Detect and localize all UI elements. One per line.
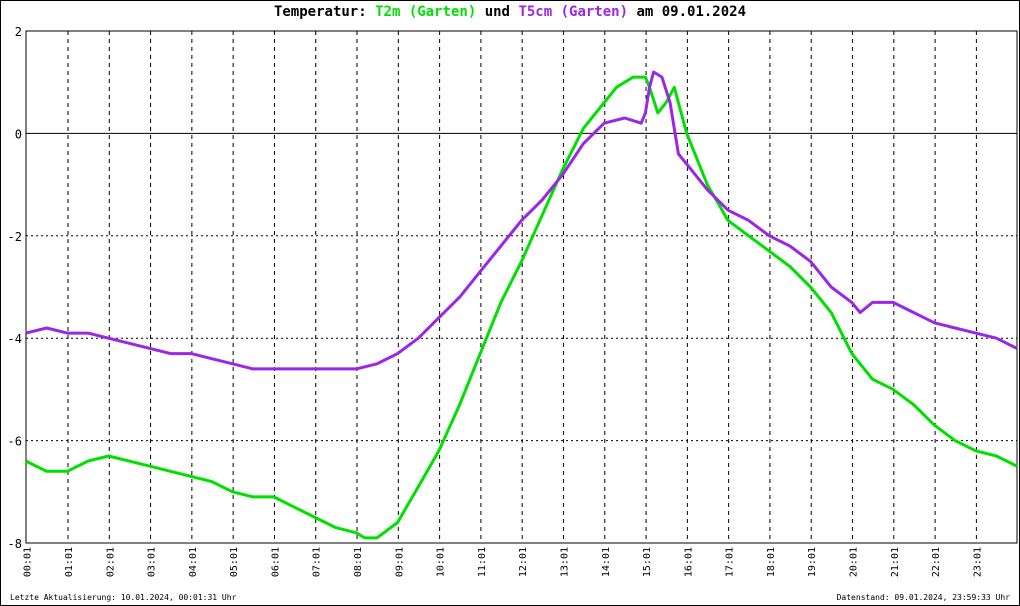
x-tick-label: 12:01 xyxy=(518,547,529,577)
y-tick-label: -2 xyxy=(8,230,22,244)
y-tick-label: -6 xyxy=(8,435,22,449)
title-prefix: Temperatur: xyxy=(273,4,367,20)
x-tick-label: 07:01 xyxy=(312,547,323,577)
x-tick-label: 22:01 xyxy=(931,547,942,577)
x-tick-label: 05:01 xyxy=(229,547,240,577)
x-tick-label: 21:01 xyxy=(890,547,901,577)
x-tick-label: 03:01 xyxy=(147,547,158,577)
plot-area xyxy=(25,30,1018,544)
series-line-t2m xyxy=(25,75,1018,540)
y-tick-label: -8 xyxy=(8,537,22,551)
x-tick-label: 18:01 xyxy=(766,547,777,577)
x-tick-label: 09:01 xyxy=(394,547,405,577)
x-tick-label: 15:01 xyxy=(642,547,653,577)
x-tick-label: 19:01 xyxy=(807,547,818,577)
x-tick-label: 14:01 xyxy=(601,547,612,577)
x-tick-label: 20:01 xyxy=(849,547,860,577)
x-tick-label: 23:01 xyxy=(972,547,983,577)
x-tick-label: 17:01 xyxy=(725,547,736,577)
x-tick-label: 16:01 xyxy=(683,547,694,577)
title-suffix: am 09.01.2024 xyxy=(636,4,747,20)
series-line-t5cm xyxy=(25,70,1018,371)
chart-title: Temperatur: T2m (Garten) und T5cm (Garte… xyxy=(0,4,1020,20)
x-tick-label: 01:01 xyxy=(64,547,75,577)
footer-data-state: Datenstand: 09.01.2024, 23:59:33 Uhr xyxy=(836,593,1010,602)
title-series-t5cm: T5cm (Garten) xyxy=(518,4,629,20)
x-tick-label: 02:01 xyxy=(105,547,116,577)
y-tick-label: 0 xyxy=(15,127,22,141)
y-tick-label: -4 xyxy=(8,332,22,346)
x-tick-label: 13:01 xyxy=(559,547,570,577)
x-tick-label: 08:01 xyxy=(353,547,364,577)
x-tick-label: 06:01 xyxy=(270,547,281,577)
x-tick-label: 04:01 xyxy=(188,547,199,577)
x-tick-label: 11:01 xyxy=(477,547,488,577)
x-tick-label: 10:01 xyxy=(436,547,447,577)
x-tick-label: 00:01 xyxy=(23,547,34,577)
footer-last-update: Letzte Aktualisierung: 10.01.2024, 00:01… xyxy=(10,593,237,602)
y-tick-label: 2 xyxy=(15,25,22,39)
title-joiner: und xyxy=(484,4,510,20)
title-series-t2m: T2m (Garten) xyxy=(375,4,477,20)
